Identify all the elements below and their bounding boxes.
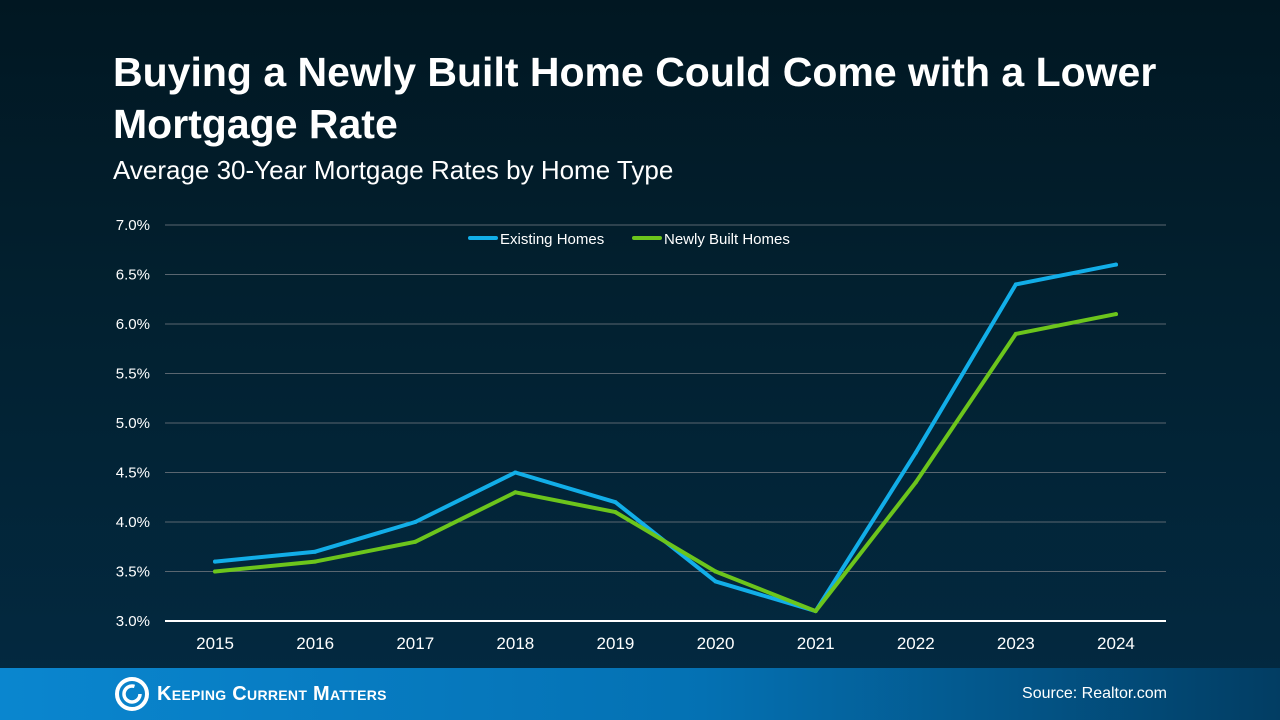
data-point [413, 520, 418, 524]
data-point [313, 559, 318, 564]
data-point [413, 539, 418, 544]
y-tick-label: 3.5% [116, 564, 150, 581]
y-tick-label: 4.0% [116, 514, 150, 531]
y-tick-label: 3.0% [116, 613, 150, 630]
data-point [213, 559, 218, 564]
data-point [1113, 262, 1118, 267]
swirl-logo-icon [115, 677, 149, 711]
x-tick-label: 2020 [697, 634, 735, 653]
y-tick-label: 6.0% [116, 316, 150, 333]
logo-text: Keeping Current Matters [157, 682, 387, 705]
x-tick-label: 2017 [396, 634, 434, 653]
chart-subtitle: Average 30-Year Mortgage Rates by Home T… [113, 155, 674, 185]
data-point [913, 480, 918, 485]
x-tick-label: 2021 [797, 634, 835, 653]
data-point [613, 510, 618, 515]
data-point [713, 579, 718, 584]
footer-bar: Keeping Current Matters Source: Realtor.… [0, 668, 1280, 720]
x-tick-label: 2015 [196, 634, 234, 653]
x-tick-label: 2016 [296, 634, 334, 653]
data-point [513, 490, 518, 495]
y-tick-label: 5.5% [116, 366, 150, 383]
source-note: Source: Realtor.com [1022, 685, 1167, 702]
data-point [713, 569, 718, 574]
data-point [1013, 331, 1018, 336]
x-tick-label: 2019 [597, 634, 635, 653]
x-tick-label: 2022 [897, 634, 935, 653]
data-point [1113, 312, 1118, 317]
x-tick-label: 2023 [997, 634, 1035, 653]
data-point [213, 569, 218, 574]
data-point [613, 500, 618, 505]
data-point [313, 549, 318, 554]
x-tick-label: 2024 [1097, 634, 1135, 653]
line-chart: 3.0% 3.5% 4.0% 4.5% 5.0% 5.5% 6.0% 6.5% 7.0% 201… [116, 217, 1166, 653]
series-line-existing-homes [213, 262, 1118, 614]
kcm-logo: Keeping Current Matters [115, 677, 387, 711]
page-title: Buying a Newly Built Home Could Come wit… [113, 49, 1157, 147]
series-line-newly-built-homes [213, 312, 1118, 614]
legend-label: Existing Homes [500, 231, 604, 248]
y-tick-label: 6.5% [116, 267, 150, 284]
data-point [513, 470, 518, 475]
legend-label: Newly Built Homes [664, 231, 790, 248]
data-point [1013, 282, 1018, 287]
y-tick-label: 5.0% [116, 415, 150, 432]
y-tick-label: 7.0% [116, 217, 150, 234]
y-tick-label: 4.5% [116, 465, 150, 482]
data-point [913, 450, 918, 455]
x-tick-label: 2018 [496, 634, 534, 653]
data-point [813, 609, 818, 614]
